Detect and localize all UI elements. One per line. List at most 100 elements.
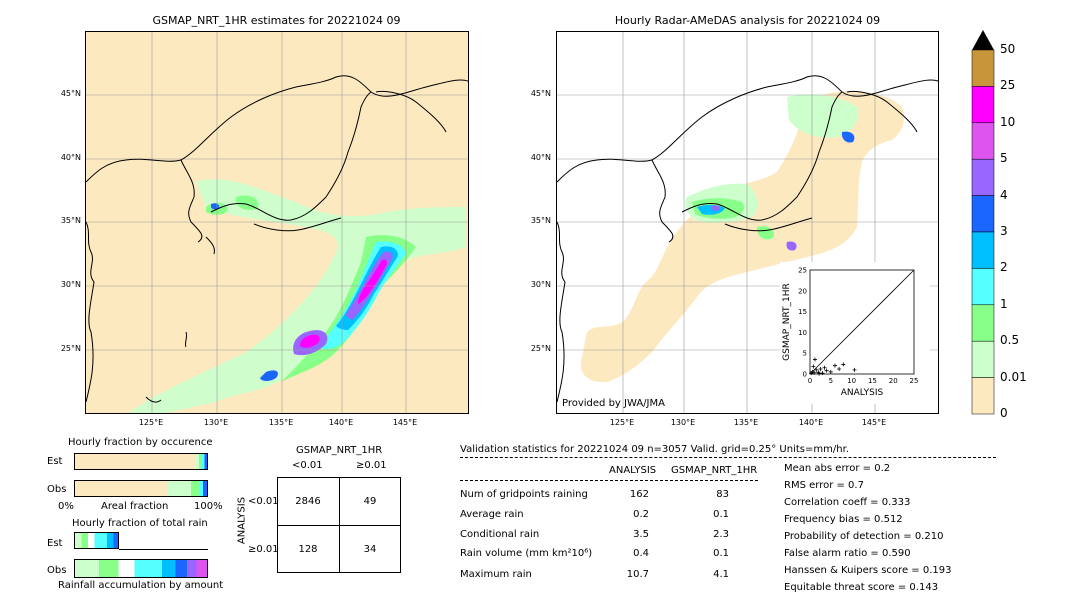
right-lon-label: 125°E	[609, 418, 635, 427]
total-est-bar-tail	[119, 549, 208, 550]
colorbar-segment	[971, 158, 995, 196]
right-map-graphic	[557, 32, 938, 413]
scatter-ytick: 0	[803, 371, 807, 379]
scatter-point	[832, 363, 837, 368]
fraction-occurrence-title: Hourly fraction by occurence	[68, 437, 213, 448]
colorbar-segment	[971, 231, 995, 269]
occurrence-obs-bar	[74, 480, 208, 497]
validation-gsmap-value: 0.1	[713, 509, 729, 520]
contingency-row-label: <0.01	[248, 496, 279, 507]
scatter-inset	[780, 262, 930, 404]
total-xlabel: Rainfall accumulation by amount	[58, 580, 224, 591]
right-lat-label: 45°N	[530, 89, 551, 98]
map-credit: Provided by JWA/JMA	[562, 398, 665, 409]
scatter-point	[852, 367, 857, 372]
occurrence-xlabel-left: 0%	[58, 501, 74, 512]
left-lon-label: 145°E	[392, 418, 418, 427]
scatter-point	[824, 368, 829, 373]
left-lat-label: 25°N	[60, 344, 81, 353]
validation-col-analysis: ANALYSIS	[609, 465, 657, 476]
colorbar-tick-label: 0.5	[1000, 333, 1020, 348]
colorbar-tick-label: 2	[1000, 260, 1008, 275]
validation-row-label: Rain volume (mm km²10⁶)	[460, 548, 593, 559]
fraction-row-label: Obs	[47, 565, 67, 576]
validation-row-label: Conditional rain	[460, 529, 540, 540]
left-lat-label: 35°N	[60, 216, 81, 225]
occurrence-xlabel: Areal fraction	[101, 501, 169, 512]
occurrence-est-bar	[74, 453, 208, 470]
right-lat-label: 40°N	[530, 153, 551, 162]
colorbar-tick-label: 50	[1000, 42, 1016, 56]
score-line: Hanssen & Kuipers score = 0.193	[784, 565, 952, 576]
scatter-point	[837, 367, 842, 372]
contingency-ylabel: ANALYSIS	[236, 496, 248, 545]
scatter-xlabel: ANALYSIS	[841, 388, 884, 398]
contingency-grid: 2846 49 128 34	[277, 477, 401, 573]
colorbar-segment	[971, 49, 995, 87]
scatter-xtick: 10	[847, 377, 856, 385]
contingency-col-label: ≥0.01	[356, 460, 387, 471]
validation-analysis-value: 0.2	[633, 509, 649, 520]
scatter-xtick: 5	[829, 377, 833, 385]
contingency-cell: 49	[363, 496, 377, 507]
colorbar-tick-label: 0.01	[1000, 369, 1027, 384]
left-lat-label: 40°N	[60, 153, 81, 162]
right-lon-label: 130°E	[670, 418, 696, 427]
left-lon-label: 130°E	[203, 418, 229, 427]
score-line: Equitable threat score = 0.143	[784, 582, 939, 593]
scatter-point	[820, 371, 825, 376]
scatter-ylabel: GSMAP_NRT_1HR	[782, 283, 792, 361]
scatter-xtick: 20	[889, 377, 898, 385]
scatter-ytick: 5	[803, 350, 807, 358]
contingency-divider-h	[278, 525, 400, 526]
right-lat-label: 25°N	[530, 344, 551, 353]
scatter-ytick: 25	[798, 267, 807, 275]
score-line: Correlation coeff = 0.333	[784, 497, 911, 508]
colorbar-segment	[971, 86, 995, 124]
validation-gsmap-value: 83	[716, 489, 729, 500]
colorbar-segment	[971, 304, 995, 342]
validation-analysis-value: 162	[629, 489, 649, 500]
colorbar-segment	[971, 195, 995, 233]
scatter-frame	[809, 269, 915, 375]
colorbar-tick-label: 0	[1000, 406, 1008, 420]
right-lon-label: 135°E	[733, 418, 759, 427]
scatter-point	[822, 365, 827, 370]
contingency-title: GSMAP_NRT_1HR	[296, 445, 383, 456]
left-map-panel	[85, 31, 469, 414]
colorbar-tick-label: 25	[1000, 78, 1016, 93]
colorbar-tick-label: 3	[1000, 224, 1008, 238]
left-map-graphic	[86, 32, 468, 413]
contingency-col-label: <0.01	[292, 460, 323, 471]
validation-analysis-value: 10.7	[626, 569, 649, 580]
scatter-point	[814, 367, 819, 372]
colorbar-segment	[971, 377, 995, 415]
score-line: Frequency bias = 0.512	[784, 514, 903, 525]
validation-col-divider	[460, 480, 758, 481]
validation-row-label: Average rain	[460, 509, 524, 520]
colorbar-tick-label: 4	[1000, 187, 1008, 202]
scatter-point	[818, 367, 823, 372]
fraction-row-label: Obs	[47, 484, 67, 495]
scatter-ytick: 15	[798, 308, 807, 316]
colorbar-tick-label: 10	[1000, 114, 1016, 129]
right-map-title: Hourly Radar-AMeDAS analysis for 2022102…	[614, 14, 881, 27]
contingency-cell: 34	[363, 544, 377, 555]
scatter-xtick: 0	[808, 377, 812, 385]
validation-col-gsmap: GSMAP_NRT_1HR	[671, 465, 758, 476]
validation-row-label: Num of gridpoints raining	[460, 489, 588, 500]
left-lon-label: 135°E	[268, 418, 294, 427]
right-lon-label: 145°E	[861, 418, 887, 427]
total-obs-bar	[74, 559, 208, 578]
scatter-point	[841, 362, 846, 367]
scatter-point	[812, 370, 817, 375]
contingency-cell: 128	[298, 544, 318, 555]
validation-analysis-value: 3.5	[633, 529, 649, 540]
scatter-plot: 0 5 10 15 20 25 0 5 10 15 20 25 ANALYSIS GSMAP_NRT_1H…	[782, 267, 918, 399]
right-lon-label: 140°E	[798, 418, 824, 427]
validation-divider	[460, 457, 996, 458]
validation-row-label: Maximum rain	[460, 569, 532, 580]
left-lat-label: 30°N	[60, 280, 81, 289]
left-map-title: GSMAP_NRT_1HR estimates for 20221024 09	[152, 14, 401, 27]
colorbar-tick-label: 1	[1000, 296, 1008, 311]
